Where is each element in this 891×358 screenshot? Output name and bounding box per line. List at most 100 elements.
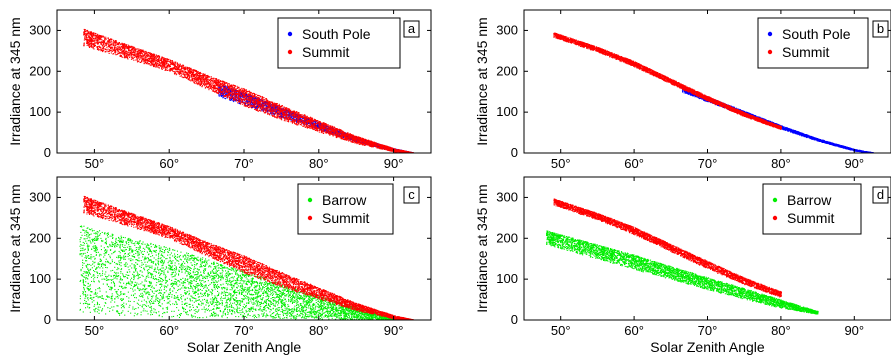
data-point [130, 50, 132, 52]
data-point [313, 124, 315, 126]
data-point [149, 55, 151, 57]
data-point [244, 101, 246, 103]
data-point [314, 121, 316, 123]
data-point [302, 123, 304, 125]
data-point [128, 51, 130, 53]
data-point [157, 63, 159, 65]
data-point [110, 50, 112, 52]
data-point [254, 93, 256, 95]
data-point [320, 124, 322, 126]
data-point [296, 113, 298, 115]
data-point [108, 51, 110, 53]
data-point [274, 111, 276, 113]
data-point [116, 53, 118, 55]
data-point [189, 67, 191, 69]
data-point [241, 98, 243, 100]
data-point [306, 125, 308, 127]
data-point [297, 118, 299, 120]
data-point [237, 91, 239, 93]
data-point [171, 60, 173, 62]
data-point [197, 71, 199, 73]
data-point [340, 137, 342, 139]
data-point [102, 36, 104, 38]
data-point [252, 97, 254, 99]
data-point [380, 148, 382, 150]
data-point [235, 88, 237, 90]
data-point [273, 109, 275, 111]
data-point [263, 111, 265, 113]
data-point [139, 58, 141, 60]
data-point [129, 50, 131, 52]
data-point [160, 62, 162, 64]
data-point [172, 70, 174, 72]
data-point [250, 98, 252, 100]
data-point [165, 60, 167, 62]
data-point [173, 71, 175, 73]
data-point [122, 56, 124, 58]
data-point [263, 112, 265, 114]
data-point [166, 69, 168, 71]
data-point [199, 82, 201, 84]
data-point [224, 85, 226, 87]
data-point [132, 51, 134, 53]
data-point [364, 140, 366, 142]
data-point [304, 121, 306, 123]
data-point [124, 52, 126, 54]
data-point [187, 78, 189, 80]
data-point [247, 99, 249, 101]
data-point [286, 116, 288, 118]
data-point [332, 127, 334, 129]
data-point [227, 87, 229, 89]
data-point [220, 95, 222, 97]
data-point [175, 66, 177, 68]
data-point [198, 82, 200, 84]
data-point [208, 84, 210, 86]
data-point [312, 122, 314, 124]
data-point [90, 44, 92, 46]
data-point [357, 138, 359, 140]
data-point [253, 101, 255, 103]
data-point [367, 140, 369, 142]
data-point [276, 109, 278, 111]
data-point [304, 126, 306, 128]
data-point [115, 41, 117, 43]
data-point [94, 42, 96, 44]
data-point [88, 34, 90, 36]
data-point [288, 117, 290, 119]
data-point [203, 74, 205, 76]
data-point [324, 129, 326, 131]
data-point [225, 92, 227, 94]
data-point [226, 84, 228, 86]
data-point [287, 114, 289, 116]
data-point [303, 121, 305, 123]
data-point [117, 53, 119, 55]
data-point [259, 107, 261, 109]
data-point [202, 75, 204, 77]
data-point [297, 118, 299, 120]
data-point [332, 132, 334, 134]
data-point [102, 47, 104, 49]
data-point [93, 43, 95, 45]
data-point [253, 97, 255, 99]
data-point [369, 140, 371, 142]
data-point [250, 99, 252, 101]
data-point [88, 40, 90, 42]
data-point [243, 102, 245, 104]
data-point [236, 97, 238, 99]
data-point [137, 48, 139, 50]
data-point [290, 116, 292, 118]
data-point [97, 41, 99, 43]
data-point [290, 115, 292, 117]
data-point [348, 137, 350, 139]
data-point [182, 64, 184, 66]
data-point [108, 45, 110, 47]
data-point [303, 120, 305, 122]
data-point [227, 90, 229, 92]
data-point [245, 104, 247, 106]
data-point [100, 46, 102, 48]
data-point [325, 125, 327, 127]
data-point [242, 93, 244, 95]
data-point [172, 61, 174, 63]
data-point [230, 88, 232, 90]
data-point [258, 105, 260, 107]
